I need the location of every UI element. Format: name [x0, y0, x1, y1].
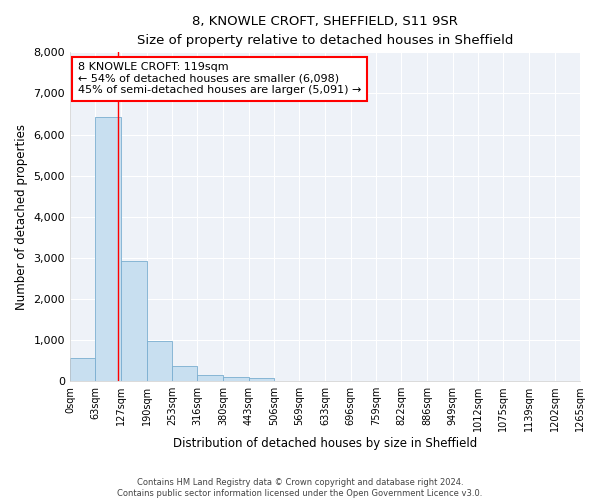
Y-axis label: Number of detached properties: Number of detached properties	[15, 124, 28, 310]
Bar	[95, 118, 121, 381]
Bar	[197, 374, 223, 381]
Bar	[223, 377, 248, 381]
Text: 8 KNOWLE CROFT: 119sqm
← 54% of detached houses are smaller (6,098)
45% of semi-: 8 KNOWLE CROFT: 119sqm ← 54% of detached…	[77, 62, 361, 96]
Bar	[121, 261, 146, 381]
Bar	[146, 341, 172, 381]
Text: Contains HM Land Registry data © Crown copyright and database right 2024.
Contai: Contains HM Land Registry data © Crown c…	[118, 478, 482, 498]
Title: 8, KNOWLE CROFT, SHEFFIELD, S11 9SR
Size of property relative to detached houses: 8, KNOWLE CROFT, SHEFFIELD, S11 9SR Size…	[137, 15, 513, 47]
X-axis label: Distribution of detached houses by size in Sheffield: Distribution of detached houses by size …	[173, 437, 477, 450]
Bar	[172, 366, 197, 381]
Bar	[70, 358, 95, 381]
Bar	[248, 378, 274, 381]
